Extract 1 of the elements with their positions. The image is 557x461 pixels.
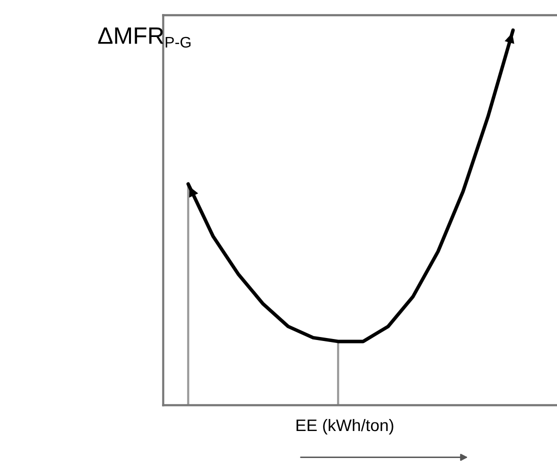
x-axis-title: EE (kWh/ton) xyxy=(296,418,394,434)
